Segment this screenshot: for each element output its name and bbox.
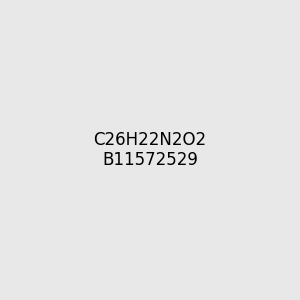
Text: C26H22N2O2
B11572529: C26H22N2O2 B11572529 xyxy=(93,130,207,170)
